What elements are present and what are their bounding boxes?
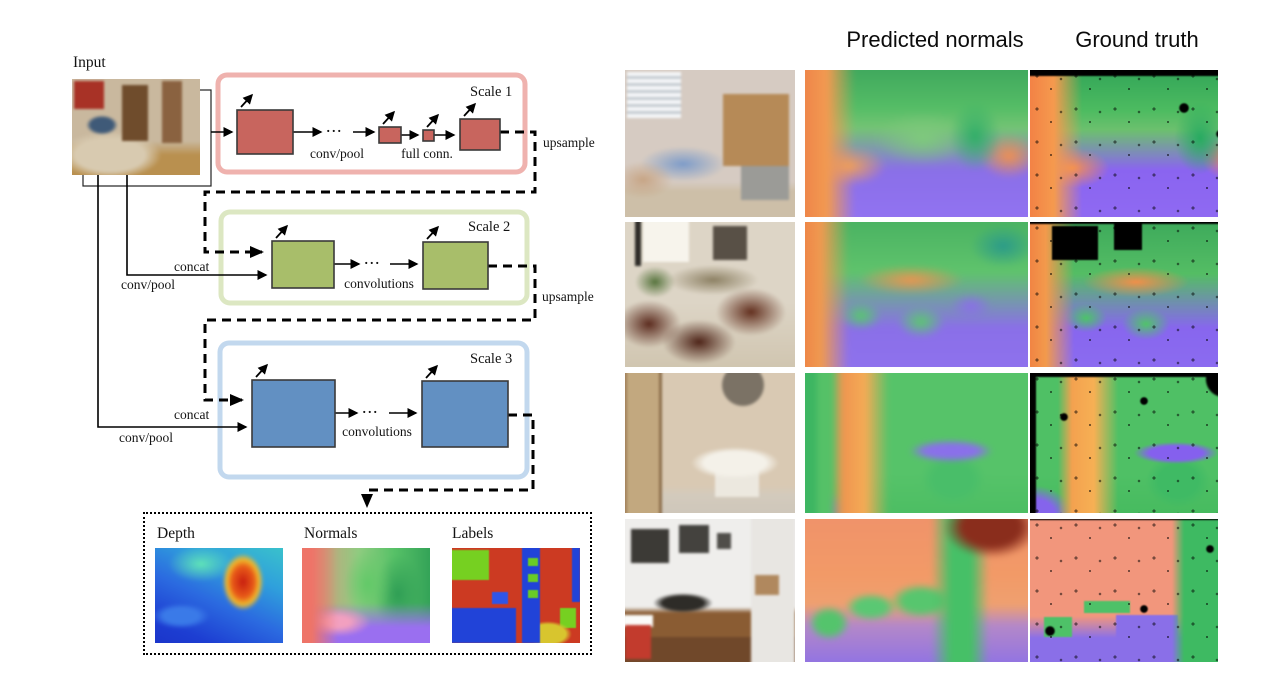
scale1-fullconn-label: full conn.	[401, 146, 453, 161]
row4-predicted-normals	[805, 519, 1028, 662]
scale2-upsample-path	[203, 264, 537, 406]
scale1-ellipsis: ...	[326, 116, 343, 136]
scale3-ellipsis: ...	[362, 397, 379, 417]
scale1-upsample-label: upsample	[543, 135, 595, 150]
solid-connectors	[97, 127, 456, 432]
scale1-container	[215, 72, 528, 175]
feature-map-corner-arrows	[240, 93, 477, 379]
row1-gt-texture	[1030, 70, 1218, 217]
scale1-conv-box-2	[378, 126, 402, 144]
labels-output-label: Labels	[452, 525, 494, 542]
scale2-convolutions-label: convolutions	[344, 276, 414, 291]
row1-ground-truth	[1030, 70, 1218, 217]
scale3-conv-box-2	[421, 380, 509, 448]
scale3-convolutions-label: convolutions	[342, 424, 412, 439]
labels-output-image	[452, 548, 580, 643]
scale1-upsample-path	[203, 130, 537, 258]
input-photo	[72, 79, 200, 175]
scale1-title: Scale 1	[470, 84, 513, 100]
row4-gt-texture	[1030, 519, 1218, 662]
scale3-output-path	[361, 413, 535, 508]
normals-output-image	[302, 548, 430, 643]
scale2-concat-label: concat	[174, 259, 210, 274]
convpool-branch-scale3	[97, 175, 248, 432]
row1-predicted-normals	[805, 70, 1028, 217]
row1-photo-texture	[625, 70, 795, 217]
row4-predicted-texture	[805, 519, 1028, 662]
row2-gt-texture	[1030, 222, 1218, 367]
scale2-conv-box-2	[422, 241, 489, 290]
scale1-conv-box-1	[236, 109, 294, 155]
scale2-convpool-label: conv/pool	[121, 277, 175, 292]
row4-ground-truth	[1030, 519, 1218, 662]
row2-predicted-normals	[805, 222, 1028, 367]
row4-photo-texture	[625, 519, 795, 662]
scale3-conv-box-1	[251, 379, 336, 448]
scale1-output-box	[459, 118, 501, 151]
row1-bedroom-photo	[625, 70, 795, 217]
scale2-title: Scale 2	[468, 219, 511, 235]
scale2-conv-box-1	[271, 240, 335, 289]
row2-ground-truth	[1030, 222, 1218, 367]
scale2-ellipsis: ...	[364, 248, 381, 268]
row4-office-photo	[625, 519, 795, 662]
scale3-title: Scale 3	[470, 351, 513, 367]
convpool-branch-scale2	[126, 175, 268, 280]
upsample-dashed-connectors	[203, 130, 537, 508]
depth-output-label: Depth	[157, 525, 195, 542]
normals-output-label: Normals	[304, 525, 358, 542]
scale3-convpool-label: conv/pool	[119, 430, 173, 445]
scale1-fullconn-box	[422, 129, 435, 142]
predicted-normals-header: Predicted normals	[846, 27, 1024, 52]
row3-photo-texture	[625, 373, 795, 513]
row3-ground-truth	[1030, 373, 1218, 513]
scale1-convpool-label: conv/pool	[310, 146, 364, 161]
depth-map-texture	[155, 548, 283, 643]
conv-boxes	[236, 109, 509, 448]
scale2-container	[218, 209, 530, 306]
scale-containers	[215, 72, 530, 480]
row3-bathroom-photo	[625, 373, 795, 513]
depth-output-image	[155, 548, 283, 643]
row2-photo-texture	[625, 222, 795, 367]
input-label: Input	[73, 54, 106, 71]
scale3-concat-label: concat	[174, 407, 210, 422]
scale2-upsample-label: upsample	[542, 289, 594, 304]
row2-livingroom-photo	[625, 222, 795, 367]
ground-truth-header: Ground truth	[1075, 27, 1199, 52]
row1-predicted-texture	[805, 70, 1028, 217]
scale3-container	[217, 340, 530, 480]
row3-predicted-texture	[805, 373, 1028, 513]
outputs-box	[143, 512, 592, 655]
labels-map-texture	[452, 548, 580, 643]
input-photo-texture	[72, 79, 200, 175]
row2-predicted-texture	[805, 222, 1028, 367]
row3-predicted-normals	[805, 373, 1028, 513]
row3-gt-texture	[1030, 373, 1218, 513]
normals-map-texture	[302, 548, 430, 643]
